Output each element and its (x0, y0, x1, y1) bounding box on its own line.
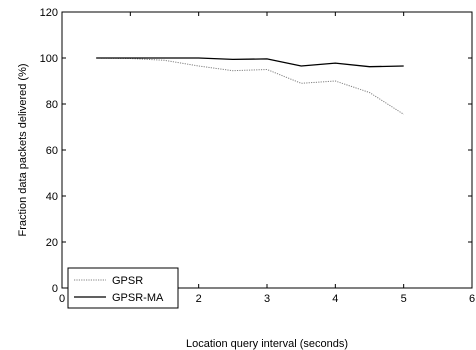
y-axis-label: Fraction data packets delivered (%) (17, 63, 29, 236)
series-lines (96, 57, 404, 115)
legend-label: GPSR (112, 275, 143, 287)
y-tick-label: 20 (46, 237, 58, 249)
y-tick-label: 60 (46, 145, 58, 157)
legend: GPSR GPSR-MA (67, 267, 179, 309)
x-tick-label: 5 (401, 293, 407, 305)
x-tick-label: 4 (332, 293, 338, 305)
legend-label: GPSR-MA (112, 292, 164, 304)
y-tick-label: 80 (46, 99, 58, 111)
y-tick-label: 100 (40, 53, 58, 65)
x-tick-label: 0 (59, 293, 65, 305)
x-tick-label: 2 (196, 293, 202, 305)
x-axis-label: Location query interval (seconds) (186, 338, 348, 350)
x-tick-label: 3 (264, 293, 270, 305)
series-line-gpsr-ma (96, 57, 404, 68)
legend-box (67, 267, 179, 309)
y-tick-label: 40 (46, 191, 58, 203)
x-tick-label: 6 (469, 293, 475, 305)
y-tick-label: 120 (40, 7, 58, 19)
y-tick-label: 0 (52, 283, 58, 295)
plot-area (61, 11, 473, 289)
series-line-gpsr (96, 57, 404, 115)
